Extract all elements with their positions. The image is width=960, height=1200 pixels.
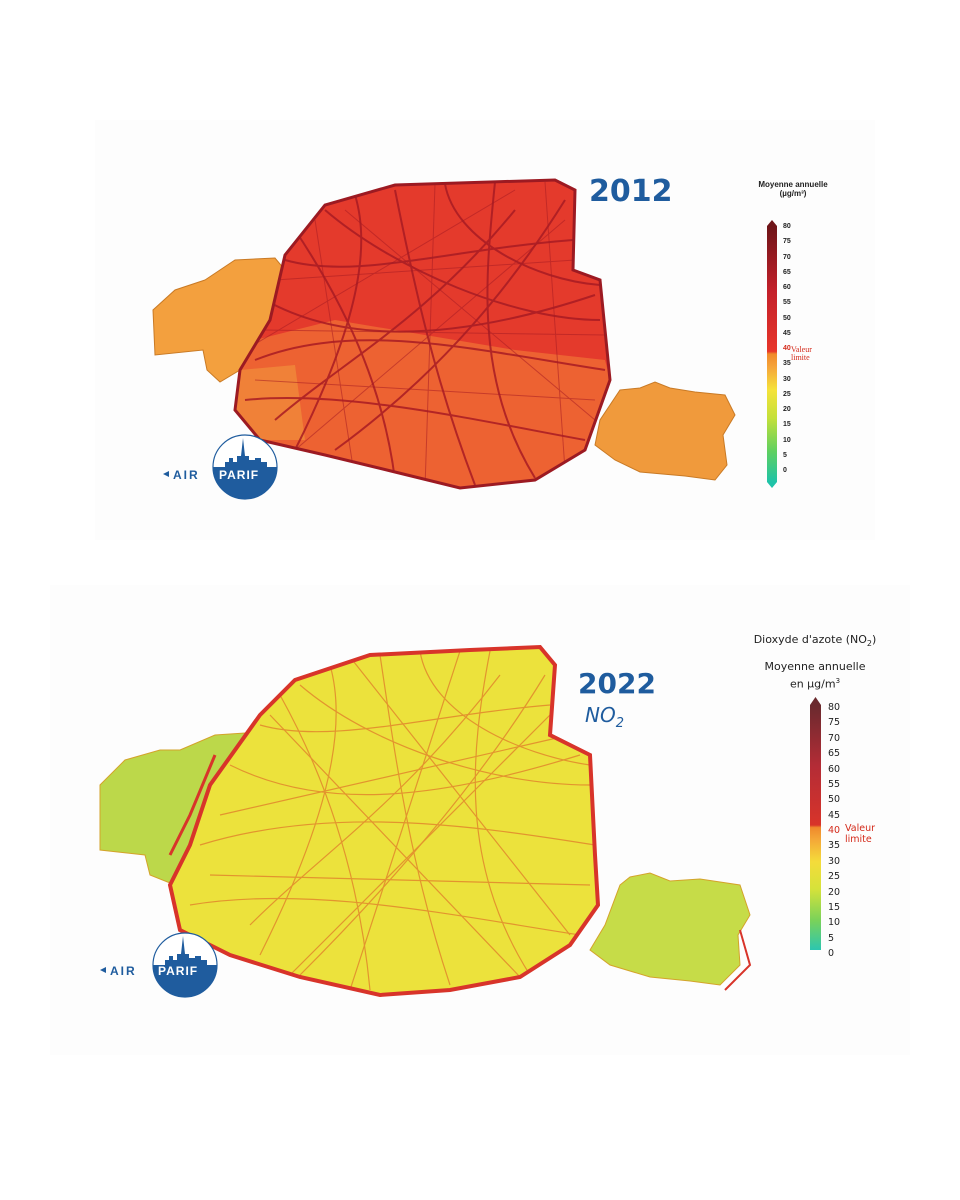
logo-text-parif-2012: PARIF xyxy=(219,468,260,482)
legend-tick-label: 0 xyxy=(783,467,787,474)
airparif-logo-2022: AIR PARIF xyxy=(100,930,225,1000)
legend-pollutant-title-2022: Dioxyde d'azote (NO2) xyxy=(740,633,890,648)
legend-tick-label: 25 xyxy=(783,390,791,398)
map-panel-2022: 2022 NO2 Dioxyde d'azote (NO2) Moyenne a… xyxy=(50,585,910,1055)
legend-title-line2-text: en µg/m xyxy=(789,677,836,691)
paris-map-2012 xyxy=(152,178,777,490)
legend-tick-label: 65 xyxy=(828,748,841,760)
legend-tick-label: 60 xyxy=(828,763,841,775)
logo-text-parif-2022: PARIF xyxy=(158,964,199,978)
bois-de-vincennes-2022 xyxy=(589,872,751,986)
legend-pollutant-end: ) xyxy=(872,633,877,646)
legend-tick-label: 80 xyxy=(828,702,841,713)
logo-text-air-2012: AIR xyxy=(173,468,200,482)
logo-text-air-2022: AIR xyxy=(110,964,137,978)
legend-tick-label: 75 xyxy=(828,717,841,729)
legend-tick-label: 50 xyxy=(783,314,791,322)
map-panel-2012: 2012 Moyenne annuelle (µg/m³) 80 75 70 65 60… xyxy=(95,120,875,540)
legend-tick-label: 40 xyxy=(783,345,791,352)
year-label-2022: 2022 xyxy=(578,667,656,700)
legend-tick-label: 30 xyxy=(828,855,841,867)
legend-tick-label: 75 xyxy=(783,238,791,246)
legend-tick-label: 70 xyxy=(828,732,841,744)
legend-tick-label: 80 xyxy=(783,223,791,230)
legend-tick-label: 35 xyxy=(828,840,841,852)
paris-map-2022 xyxy=(99,644,821,998)
legend-tick-label: 25 xyxy=(828,871,841,883)
legend-pollutant-sub: 2 xyxy=(866,639,872,649)
legend-pollutant-text: Dioxyde d'azote (NO xyxy=(753,633,867,646)
pollutant-subscript: 2 xyxy=(615,716,624,731)
legend-tick-label: 50 xyxy=(828,794,841,806)
legend-tick-label: 20 xyxy=(828,886,841,898)
legend-title-line2-sup: 3 xyxy=(835,677,841,685)
airparif-logo-2012: AIR PARIF xyxy=(163,432,283,502)
legend-tick-label: 0 xyxy=(828,948,835,959)
legend-tick-label: 70 xyxy=(783,253,791,261)
bois-de-vincennes-2012 xyxy=(594,381,736,481)
legend-tick-label: 15 xyxy=(828,901,841,913)
legend-tick-label: 65 xyxy=(783,268,791,276)
limit-label-2022: Valeur limite xyxy=(845,823,875,845)
legend-tick-label: 40 xyxy=(828,825,841,836)
pollutant-text: NO xyxy=(585,703,616,727)
legend-tick-label: 60 xyxy=(783,284,791,291)
legend-title-2012: Moyenne annuelle (µg/m³) xyxy=(758,180,828,198)
legend-tick-label: 55 xyxy=(828,778,841,790)
legend-title-2022: Moyenne annuelle en µg/m3 xyxy=(750,659,880,692)
year-label-2012: 2012 xyxy=(589,174,673,209)
legend-tick-label: 45 xyxy=(828,809,841,821)
legend-tick-label: 10 xyxy=(828,917,841,929)
limit-label-2012: Valeur limite xyxy=(791,345,812,362)
legend-title-line1: Moyenne annuelle xyxy=(764,660,866,673)
legend-tick-label: 5 xyxy=(783,451,787,459)
legend-tick-label: 30 xyxy=(783,375,791,383)
legend-tick-label: 10 xyxy=(783,436,791,444)
legend-tick-label: 55 xyxy=(783,299,791,307)
legend-tick-label: 20 xyxy=(783,406,791,413)
bois-de-boulogne-2012 xyxy=(152,257,286,383)
legend-tick-label: 15 xyxy=(783,421,791,429)
legend-colorbar-2022 xyxy=(810,705,821,950)
legend-colorbar-2012 xyxy=(767,226,777,482)
legend-title-line2: en µg/m3 xyxy=(750,674,880,692)
legend-tick-label: 5 xyxy=(828,932,835,944)
legend-tick-label: 45 xyxy=(783,329,791,337)
paris-city-2022 xyxy=(170,647,598,995)
pollutant-label-2022: NO2 xyxy=(585,703,624,731)
legend-tick-label: 35 xyxy=(783,360,791,368)
